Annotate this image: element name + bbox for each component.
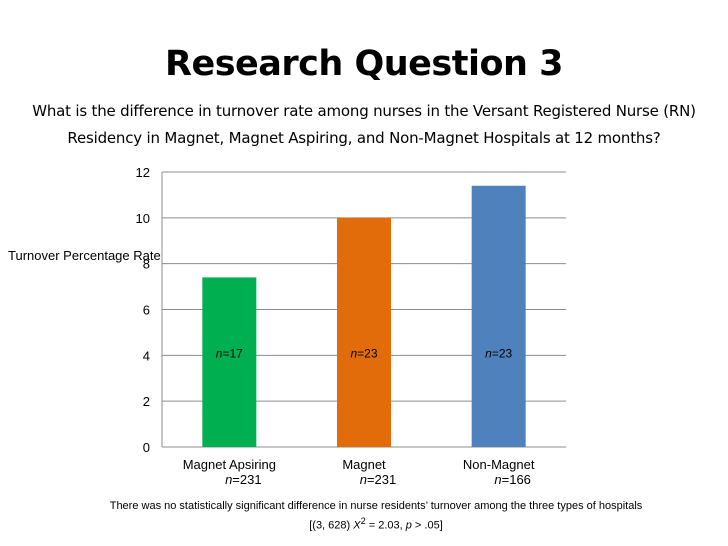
y-axis-label: Turnover Percentage Rate xyxy=(8,248,161,263)
footnote: There was no statistically significant d… xyxy=(40,499,712,534)
x-tick-label: Non-Magnet xyxy=(463,457,535,472)
footnote-stat-p: p xyxy=(405,519,412,532)
footnote-stat-x: X xyxy=(353,519,361,532)
y-tick-label: 0 xyxy=(143,440,150,455)
x-tick-label: Magnet xyxy=(342,457,386,472)
footnote-stat-sup: 2 xyxy=(360,516,366,526)
y-tick-labels: 0 2 4 6 8 10 12 xyxy=(136,165,150,455)
y-tick-label: 2 xyxy=(143,394,150,409)
bar-annotation: n=17 xyxy=(216,346,243,360)
y-tick-label: 8 xyxy=(143,257,150,272)
bar-2 xyxy=(337,217,391,447)
x-tick-labels: Magnet Apsiringn=231Magnetn=231Non-Magne… xyxy=(183,457,535,487)
x-tick-label: Magnet Apsiring xyxy=(183,457,276,472)
bar-annotation: n=23 xyxy=(350,346,377,360)
footnote-line-2: [(3, 628) X2 = 2.03, p > .05] xyxy=(40,514,712,534)
y-tick-label: 6 xyxy=(143,303,150,318)
y-tick-label: 4 xyxy=(143,348,150,363)
bar-3 xyxy=(471,185,526,447)
bar-annotations: n=17 n=23 n=23 xyxy=(216,346,513,360)
y-tick-label: 12 xyxy=(136,165,150,180)
footnote-stat-prefix: [(3, 628) xyxy=(309,519,354,532)
footnote-line-1: There was no statistically significant d… xyxy=(109,500,643,512)
bar-annotation: n=23 xyxy=(485,346,512,360)
bar-1 xyxy=(202,277,257,447)
research-question: What is the difference in turnover rate … xyxy=(32,102,696,147)
x-tick-n-label: n=166 xyxy=(494,472,531,487)
x-tick-n-label: n=231 xyxy=(360,472,397,487)
y-tick-label: 10 xyxy=(136,211,150,226)
footnote-stat-end: > .05] xyxy=(411,519,443,532)
x-tick-n-label: n=231 xyxy=(225,472,262,487)
footnote-stat-mid: = 2.03, xyxy=(365,519,406,532)
bars xyxy=(202,185,526,447)
page-title: Research Question 3 xyxy=(165,44,563,84)
